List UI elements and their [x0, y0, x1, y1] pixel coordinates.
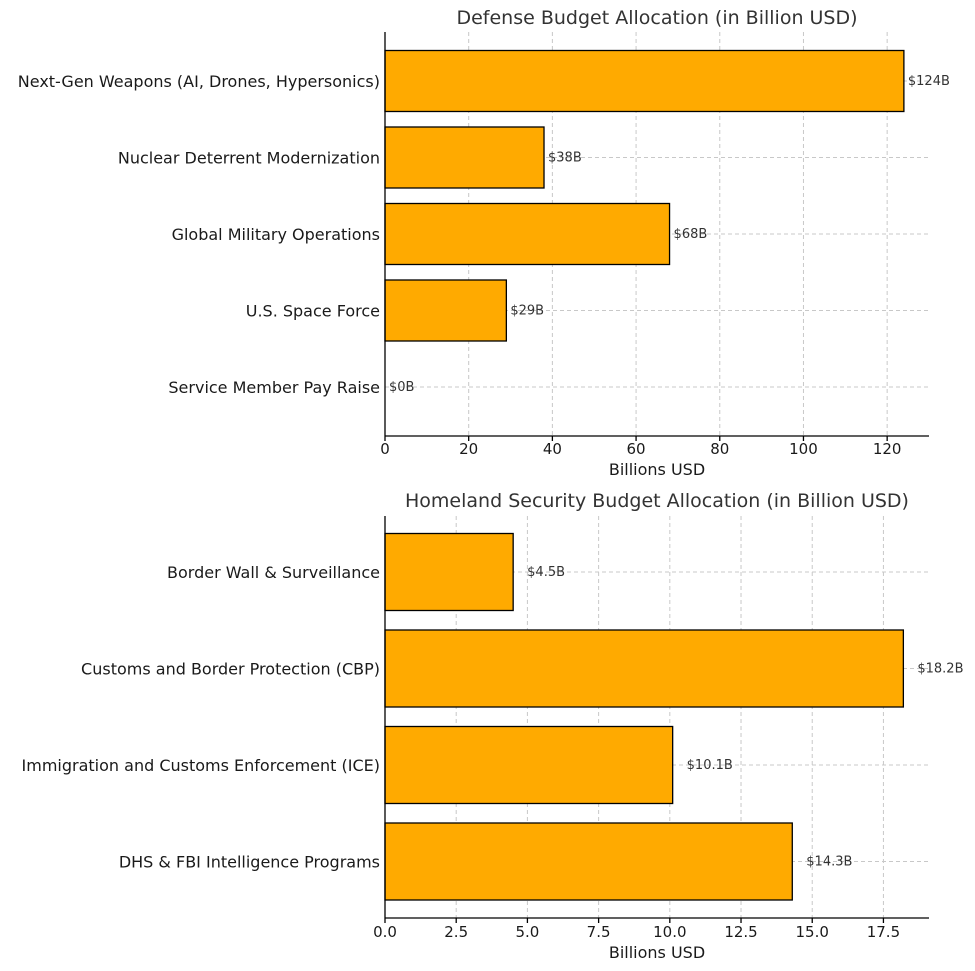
- x-tick-label: 5.0: [515, 923, 539, 941]
- bar: [384, 725, 674, 805]
- x-tick-label: 20: [459, 440, 478, 458]
- data-label: $124B: [908, 74, 950, 89]
- bar: [384, 629, 905, 708]
- category-label: Global Military Operations: [172, 225, 380, 244]
- bar: [384, 532, 514, 612]
- data-label: $4.5B: [527, 565, 565, 580]
- category-label: Customs and Border Protection (CBP): [81, 660, 380, 679]
- bar: [384, 202, 671, 266]
- chart-title: Homeland Security Budget Allocation (in …: [405, 490, 909, 512]
- chart-title: Defense Budget Allocation (in Billion US…: [456, 7, 857, 29]
- data-label: $18.2B: [917, 662, 963, 677]
- category-label: U.S. Space Force: [246, 302, 380, 321]
- bar: [384, 279, 508, 342]
- x-tick-label: 40: [543, 440, 562, 458]
- category-label: Border Wall & Surveillance: [167, 563, 380, 582]
- data-label: $14.3B: [806, 855, 852, 870]
- x-tick-label: 15.0: [796, 923, 829, 941]
- data-label: $29B: [510, 304, 544, 319]
- bar: [384, 49, 905, 113]
- category-label: Nuclear Deterrent Modernization: [118, 149, 380, 168]
- x-axis-label: Billions USD: [609, 943, 705, 962]
- x-tick-label: 0: [380, 440, 390, 458]
- data-label: $10.1B: [687, 758, 733, 773]
- x-tick-label: 120: [873, 440, 902, 458]
- category-label: Immigration and Customs Enforcement (ICE…: [22, 756, 380, 775]
- homeland-security-budget-chart: Homeland Security Budget Allocation (in …: [22, 490, 964, 962]
- bar: [384, 126, 545, 189]
- x-tick-label: 17.5: [867, 923, 900, 941]
- x-tick-label: 100: [789, 440, 818, 458]
- bar: [384, 822, 793, 901]
- data-label: $38B: [548, 151, 582, 166]
- x-tick-label: 60: [627, 440, 646, 458]
- category-label: Service Member Pay Raise: [168, 378, 380, 397]
- x-tick-label: 0.0: [373, 923, 397, 941]
- data-label: $0B: [389, 380, 414, 395]
- x-tick-label: 10.0: [653, 923, 686, 941]
- x-tick-label: 12.5: [724, 923, 757, 941]
- category-label: DHS & FBI Intelligence Programs: [119, 853, 380, 872]
- x-axis-label: Billions USD: [609, 460, 705, 479]
- x-tick-label: 80: [710, 440, 729, 458]
- defense-budget-chart: Defense Budget Allocation (in Billion US…: [18, 7, 950, 479]
- x-tick-label: 2.5: [444, 923, 468, 941]
- x-tick-label: 7.5: [587, 923, 611, 941]
- data-label: $68B: [674, 227, 708, 242]
- category-label: Next-Gen Weapons (AI, Drones, Hypersonic…: [18, 72, 380, 91]
